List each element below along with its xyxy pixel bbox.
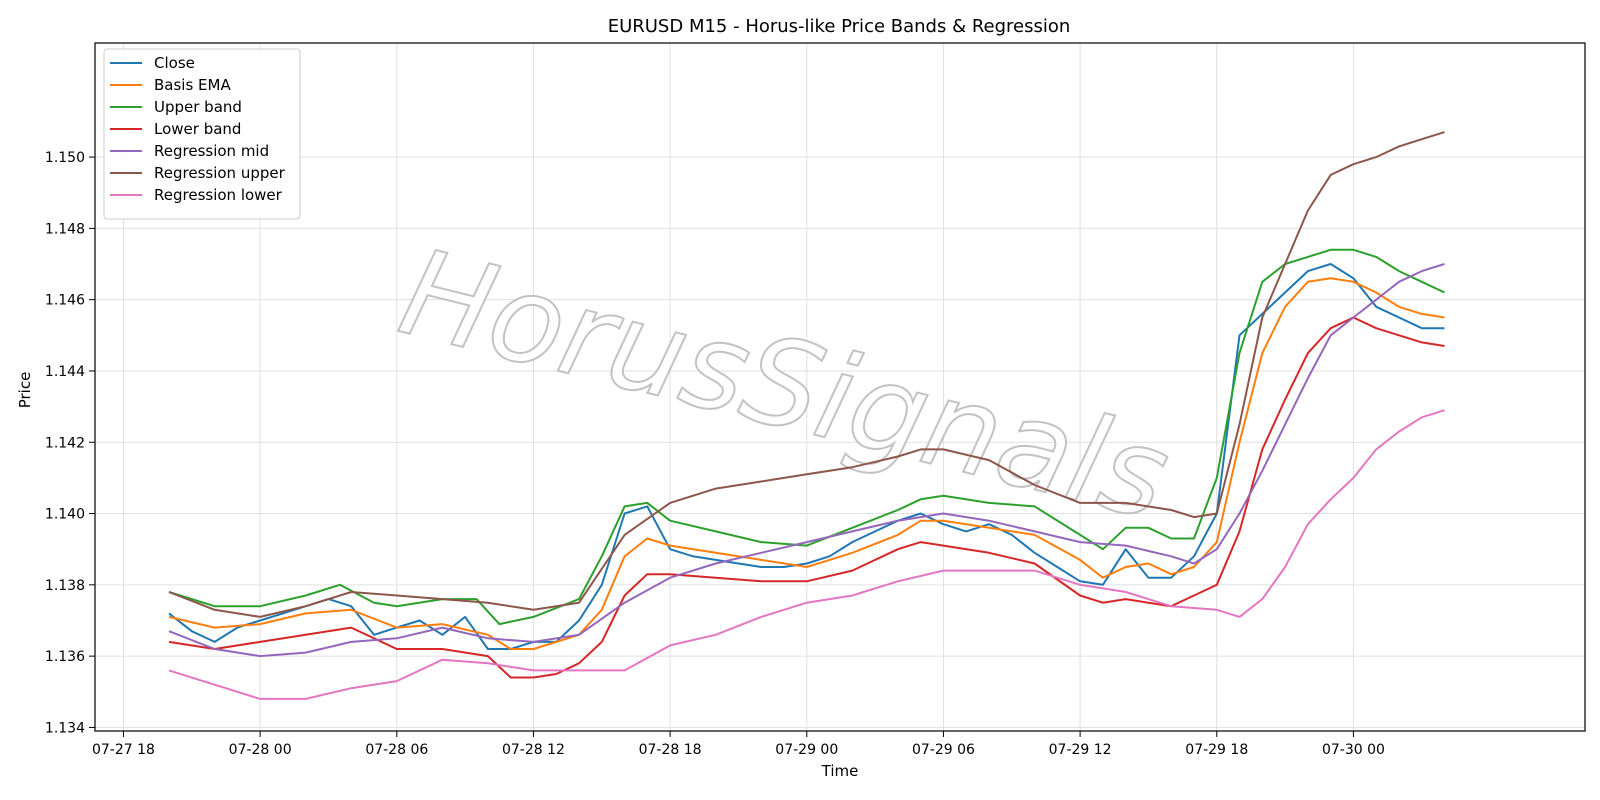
x-tick-label: 07-29 12 [1049,742,1112,758]
y-tick-label: 1.136 [45,649,85,665]
x-axis: 07-27 18 07-28 00 07-28 06 07-28 12 07-28 18… [92,731,1385,758]
y-tick-label: 1.140 [45,507,85,523]
legend-label: Regression mid [154,142,269,160]
legend-label: Basis EMA [154,76,231,94]
series-line-upper-band [168,248,1445,626]
legend-label: Upper band [154,98,242,116]
x-tick-label: 07-29 06 [912,742,975,758]
x-axis-label: Time [821,762,859,780]
x-tick-label: 07-29 18 [1185,742,1248,758]
series-line-basis-ema [168,277,1445,650]
y-tick-label: 1.148 [45,221,85,237]
y-tick-label: 1.146 [45,293,85,309]
legend-label: Close [154,54,195,72]
legend-label: Regression upper [154,164,286,182]
plot-frame [94,42,1586,732]
y-tick-label: 1.134 [45,720,85,736]
y-tick-label: 1.150 [45,150,85,166]
x-tick-label: 07-28 06 [365,742,428,758]
legend-box [103,48,301,220]
series-line-regression-mid [168,263,1445,658]
x-tick-label: 07-29 00 [775,742,838,758]
y-tick-label: 1.142 [45,435,85,451]
y-axis-label: Price [16,372,34,409]
series-lines [168,131,1445,700]
y-tick-label: 1.144 [45,364,85,380]
x-tick-label: 07-28 00 [229,742,292,758]
grid [95,43,1585,731]
y-tick-label: 1.138 [45,578,85,594]
legend: Close Basis EMA Upper band Lower band Regres… [103,48,301,220]
plot-area [95,43,1585,731]
x-tick-label: 07-28 18 [639,742,702,758]
series-line-regression-upper [168,131,1445,618]
x-tick-label: 07-28 12 [502,742,565,758]
y-axis: 1.134 1.136 1.138 1.140 1.142 1.144 1.146 1.148… [45,150,95,736]
series-line-lower-band [168,316,1445,679]
x-tick-label: 07-27 18 [92,742,155,758]
x-tick-label: 07-30 00 [1322,742,1385,758]
legend-label: Regression lower [154,186,283,204]
chart-title: EURUSD M15 - Horus-like Price Bands & Re… [608,16,1071,37]
series-line-regression-lower [168,409,1445,700]
legend-label: Lower band [154,120,241,138]
